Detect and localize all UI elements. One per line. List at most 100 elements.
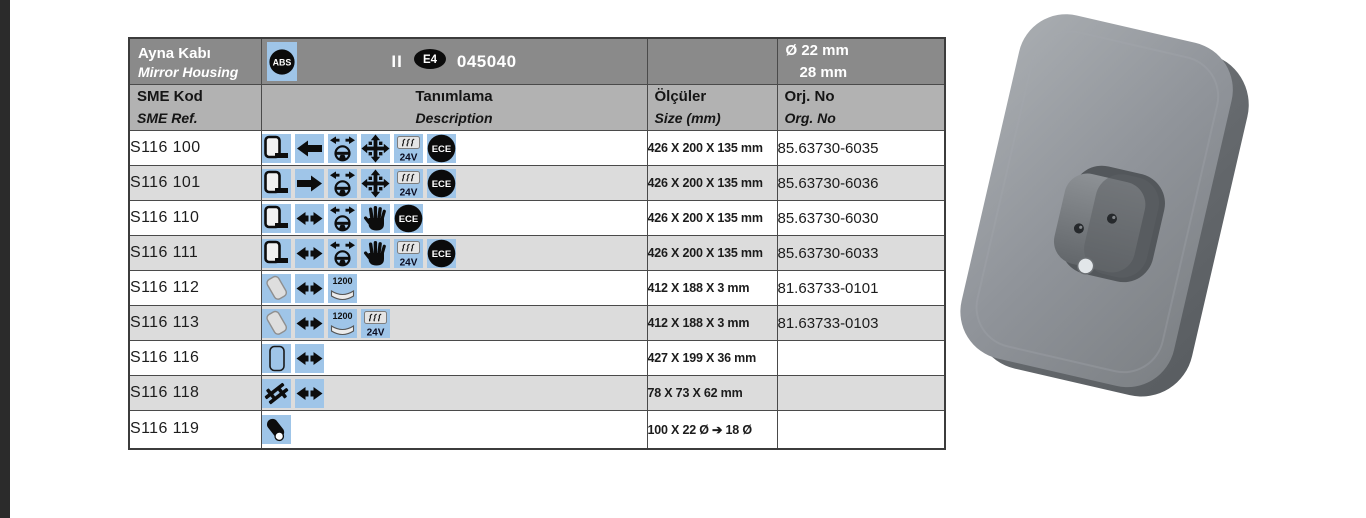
size-value: 427 X 199 X 36 mm bbox=[646, 340, 778, 376]
col-header-org: Orj. No Org. No bbox=[776, 84, 946, 131]
frame-rim-icon bbox=[262, 343, 291, 373]
table-row: S116 112 1200 412 X 188 X 3 mm 81.63733-010… bbox=[128, 270, 946, 306]
col-header-code: SME Kod SME Ref. bbox=[128, 84, 262, 131]
arrow-both-icon bbox=[294, 308, 324, 338]
org-number: 85.63730-6030 bbox=[776, 200, 946, 236]
sme-code: S116 111 bbox=[128, 235, 262, 271]
ece-icon: ECE bbox=[426, 168, 456, 198]
size-value: 78 X 73 X 62 mm bbox=[646, 375, 778, 411]
icon-strip: 24V ECE bbox=[262, 238, 646, 268]
org-number: 85.63730-6033 bbox=[776, 235, 946, 271]
size-value: 412 X 188 X 3 mm bbox=[646, 305, 778, 341]
arrow-both-icon bbox=[294, 203, 324, 233]
approval-number: 045040 bbox=[456, 51, 517, 71]
bracket-clamp-icon bbox=[262, 378, 291, 408]
table-row: S116 116 427 X 199 X 36 mm bbox=[128, 340, 946, 376]
col-header-desc-en: Description bbox=[415, 110, 493, 127]
col-header-org-tr: Orj. No bbox=[784, 88, 835, 106]
glass-angled-icon bbox=[262, 273, 291, 303]
mirror-housing-shape bbox=[960, 14, 1249, 397]
hand-manual-icon bbox=[360, 203, 390, 233]
svg-text:24V: 24V bbox=[399, 187, 417, 198]
steering-remote-icon bbox=[327, 133, 357, 163]
mirror-class-label: II bbox=[391, 51, 403, 71]
svg-text:ECE: ECE bbox=[398, 214, 418, 225]
sme-code: S116 100 bbox=[128, 130, 262, 166]
org-number: 81.63733-0101 bbox=[776, 270, 946, 306]
diameter-line1: Ø 22 mm bbox=[785, 41, 849, 59]
ece-icon: ECE bbox=[426, 238, 456, 268]
column-header-row: SME Kod SME Ref. Tanımlama Description Ö… bbox=[128, 84, 946, 131]
description-icons-cell: 24V ECE bbox=[260, 130, 648, 166]
sme-code: S116 112 bbox=[128, 270, 262, 306]
mirror-housing-icon bbox=[262, 238, 291, 268]
product-photo bbox=[960, 14, 1249, 397]
sme-code: S116 118 bbox=[128, 375, 262, 411]
col-header-code-tr: SME Kod bbox=[137, 88, 203, 106]
sme-code: S116 119 bbox=[128, 410, 262, 449]
abs-badge-label: ABS bbox=[272, 57, 291, 67]
col-header-size: Ölçüler Size (mm) bbox=[646, 84, 778, 131]
table-row: S116 118 78 X 73 X 62 mm bbox=[128, 375, 946, 411]
glass-angled-icon bbox=[262, 308, 291, 338]
org-number bbox=[776, 375, 946, 411]
diameter-cell: Ø 22 mm 28 mm bbox=[776, 37, 946, 85]
svg-text:1200: 1200 bbox=[332, 276, 352, 286]
radius-1200-icon: 1200 bbox=[327, 273, 357, 303]
radius-1200-icon: 1200 bbox=[327, 308, 357, 338]
size-value: 426 X 200 X 135 mm bbox=[646, 235, 778, 271]
svg-text:1200: 1200 bbox=[332, 311, 352, 321]
table-body: S116 100 24V ECE 426 X 200 X 135 mm 85.63730… bbox=[128, 130, 946, 449]
col-header-org-en: Org. No bbox=[784, 110, 836, 127]
diameter-line2: 28 mm bbox=[799, 63, 848, 81]
arrow-right-icon bbox=[294, 168, 324, 198]
description-icons-cell bbox=[260, 375, 648, 411]
electric-adjust-icon bbox=[360, 168, 390, 198]
size-value: 426 X 200 X 135 mm bbox=[646, 200, 778, 236]
sme-code: S116 113 bbox=[128, 305, 262, 341]
product-title-cell: Ayna Kabı Mirror Housing bbox=[128, 37, 262, 85]
ece-icon: ECE bbox=[426, 133, 456, 163]
mirror-housing-icon bbox=[262, 168, 291, 198]
svg-text:ECE: ECE bbox=[431, 179, 451, 190]
product-title-en: Mirror Housing bbox=[138, 64, 239, 81]
arm-pivot-icon bbox=[262, 414, 291, 444]
description-icons-cell: 1200 bbox=[260, 270, 648, 306]
arrow-both-icon bbox=[294, 273, 324, 303]
icon-strip bbox=[262, 378, 646, 408]
sme-code: S116 110 bbox=[128, 200, 262, 236]
sme-code: S116 101 bbox=[128, 165, 262, 201]
icon-strip bbox=[262, 414, 646, 444]
svg-text:24V: 24V bbox=[366, 327, 384, 338]
col-header-description: Tanımlama Description bbox=[260, 84, 648, 131]
icon-strip: 24V ECE bbox=[262, 133, 646, 163]
steering-remote-icon bbox=[327, 238, 357, 268]
table-row: S116 100 24V ECE 426 X 200 X 135 mm 85.63730… bbox=[128, 130, 946, 166]
col-header-code-en: SME Ref. bbox=[137, 110, 198, 127]
description-icons-cell: 1200 24V bbox=[260, 305, 648, 341]
org-number: 85.63730-6036 bbox=[776, 165, 946, 201]
table-title-row: Ayna Kabı Mirror Housing ABS II E4 bbox=[128, 37, 946, 85]
approval-marking: II E4 045040 bbox=[262, 39, 646, 84]
product-title-tr: Ayna Kabı bbox=[138, 44, 211, 62]
table-row: S116 101 24V ECE 426 X 200 X 135 mm 85.63730… bbox=[128, 165, 946, 201]
e4-badge-label: E4 bbox=[423, 54, 438, 66]
org-number: 85.63730-6035 bbox=[776, 130, 946, 166]
icon-strip bbox=[262, 343, 646, 373]
arrow-both-icon bbox=[294, 238, 324, 268]
size-value: 412 X 188 X 3 mm bbox=[646, 270, 778, 306]
icon-strip: 24V ECE bbox=[262, 168, 646, 198]
size-value: 100 X 22 Ø ➔ 18 Ø bbox=[646, 410, 778, 449]
page-edge-bar bbox=[0, 0, 10, 518]
approval-cell: ABS II E4 045040 bbox=[260, 37, 648, 85]
title-row-empty-cell bbox=[646, 37, 778, 85]
arrow-both-icon bbox=[294, 343, 324, 373]
table-row: S116 113 1200 24V 412 X 188 X 3 mm 81.63733-… bbox=[128, 305, 946, 341]
sme-code: S116 116 bbox=[128, 340, 262, 376]
size-value: 426 X 200 X 135 mm bbox=[646, 130, 778, 166]
description-icons-cell: ECE bbox=[260, 200, 648, 236]
col-header-desc-tr: Tanımlama bbox=[415, 88, 493, 106]
svg-text:ECE: ECE bbox=[431, 249, 451, 260]
col-header-size-en: Size (mm) bbox=[654, 110, 721, 127]
svg-text:24V: 24V bbox=[399, 257, 417, 268]
